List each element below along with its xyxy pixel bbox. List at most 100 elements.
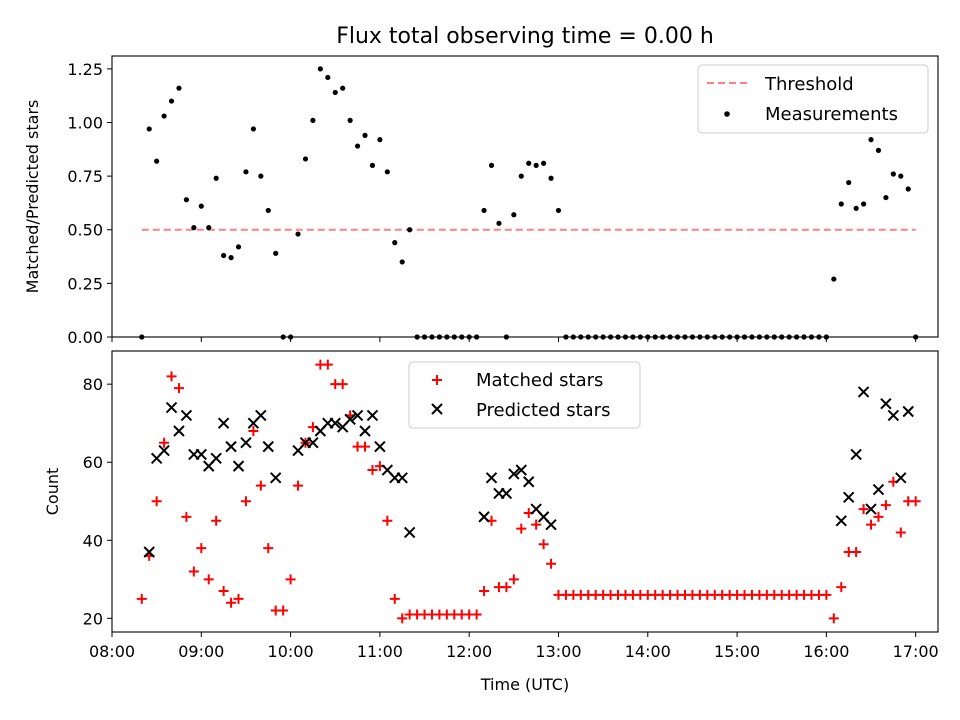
top-plot-frame <box>111 55 939 338</box>
matched-star-point <box>397 613 408 624</box>
measurement-point <box>228 255 234 261</box>
predicted-star-point <box>895 472 907 484</box>
bottom-y-axis-label: Count <box>43 468 62 516</box>
measurement-point <box>890 171 896 177</box>
predicted-star-point <box>255 409 267 422</box>
predicted-star-point <box>351 409 364 422</box>
matched-star-point <box>910 496 921 507</box>
measurement-point <box>235 244 242 250</box>
measurement-point <box>868 137 874 143</box>
measurement-point <box>533 162 539 168</box>
measurement-point <box>198 203 204 209</box>
predicted-star-point <box>195 448 208 461</box>
predicted-star-point <box>270 472 282 484</box>
predicted-star-point <box>173 425 185 437</box>
matched-star-point <box>546 558 557 569</box>
predicted-star-point <box>872 483 885 496</box>
matched-star-point <box>181 511 192 522</box>
measurement-point <box>354 143 361 149</box>
x-tick-label: 16:00 <box>803 642 849 661</box>
measurement-point <box>332 89 338 96</box>
legend-matched-label: Matched stars <box>476 370 603 391</box>
measurement-point <box>526 160 532 166</box>
matched-star-point <box>203 574 214 585</box>
measurement-point <box>905 186 911 192</box>
measurement-point <box>161 113 167 119</box>
x-tick-label: 09:00 <box>178 642 224 661</box>
measurement-point <box>258 173 264 179</box>
top-chart-title: Flux total observing time = 0.00 h <box>336 24 714 49</box>
predicted-star-point <box>374 440 386 453</box>
measurement-point <box>875 147 882 153</box>
predicted-star-point <box>225 440 237 453</box>
predicted-star-point <box>880 397 892 410</box>
measurement-point <box>488 162 495 168</box>
matched-star-point <box>873 511 884 522</box>
predicted-star-point <box>210 452 222 465</box>
measurement-point <box>377 137 383 143</box>
matched-star-point <box>211 515 222 526</box>
predicted-star-point <box>500 487 513 500</box>
matched-star-point <box>322 359 333 370</box>
bottom-legend-box <box>408 361 641 429</box>
predicted-star-point <box>835 515 847 527</box>
measurement-point <box>511 212 517 218</box>
top-y-axis-label: Matched/Predicted stars <box>23 100 42 294</box>
legend-measurements-label: Measurements <box>765 104 898 125</box>
measurement-point <box>898 173 904 179</box>
legend-predicted-marker <box>431 403 443 415</box>
measurement-point <box>154 158 160 164</box>
predicted-star-point <box>217 417 230 429</box>
x-tick-label: 08:00 <box>89 642 135 661</box>
top-y-tick-label: 1.25 <box>67 60 103 79</box>
matched-star-point <box>531 519 542 530</box>
predicted-star-point <box>329 417 341 429</box>
matched-star-point <box>508 574 519 585</box>
measurement-point <box>168 98 175 104</box>
measurement-point <box>369 162 376 168</box>
measurement-point <box>176 85 182 91</box>
predicted-star-point <box>344 413 356 426</box>
matched-star-point <box>248 426 259 437</box>
top-x-axis-ticks <box>111 337 917 342</box>
bottom-y-axis: 20 40 60 80 <box>83 375 112 628</box>
predicted-star-point <box>515 464 527 476</box>
measurement-point <box>243 169 249 175</box>
measurement-point <box>541 160 547 166</box>
matched-star-point <box>159 437 170 448</box>
matched-star-point <box>173 383 184 394</box>
legend-matched-marker <box>432 375 442 385</box>
top-y-tick-label: 0.50 <box>67 221 103 240</box>
matched-star-point <box>136 593 147 604</box>
top-y-tick-label: 0.25 <box>67 274 103 293</box>
top-y-axis: 0.00 0.25 0.50 0.75 1.00 1.25 <box>67 60 112 347</box>
matched-star-point <box>226 597 237 608</box>
measurement-point <box>362 132 368 138</box>
matched-star-point <box>828 613 839 624</box>
bottom-y-tick-label: 60 <box>83 453 103 472</box>
top-legend: Threshold Measurements <box>697 64 929 134</box>
matched-star-point <box>263 543 274 554</box>
legend-predicted-label: Predicted stars <box>476 400 610 421</box>
predicted-star-point <box>850 448 862 461</box>
measurement-point <box>496 220 502 226</box>
predicted-star-point <box>403 526 416 539</box>
measurement-point <box>518 173 524 179</box>
bottom-legend: Matched stars Predicted stars <box>408 361 641 429</box>
measurement-point <box>340 85 346 91</box>
measurement-point <box>347 117 353 123</box>
measurement-point <box>384 169 390 175</box>
predicted-star-point <box>143 546 155 558</box>
matched-star-point <box>293 480 304 491</box>
predicted-star-point <box>485 472 498 484</box>
predicted-star-point <box>240 437 252 449</box>
top-y-tick-label: 0.75 <box>67 167 103 186</box>
predicted-star-point <box>165 401 178 414</box>
matched-star-point <box>895 527 906 538</box>
measurement-point <box>548 175 554 181</box>
matched-star-point <box>240 496 251 507</box>
top-legend-box <box>697 64 929 134</box>
measurement-point <box>883 194 889 201</box>
measurement-point <box>831 276 837 282</box>
